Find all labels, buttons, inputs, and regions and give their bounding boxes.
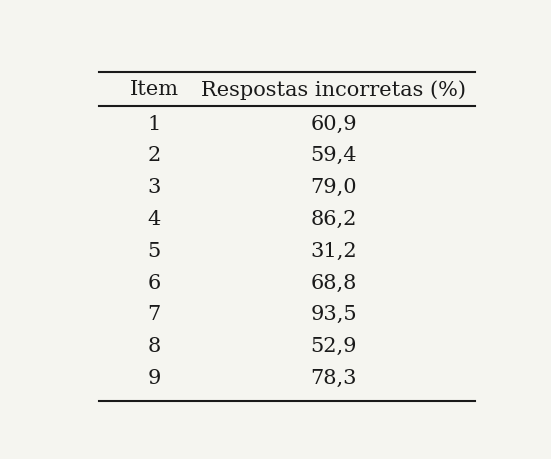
Text: 7: 7 xyxy=(148,305,161,324)
Text: 78,3: 78,3 xyxy=(310,368,357,387)
Text: 59,4: 59,4 xyxy=(310,146,357,165)
Text: 8: 8 xyxy=(148,336,161,355)
Text: 1: 1 xyxy=(148,114,161,133)
Text: Respostas incorretas (%): Respostas incorretas (%) xyxy=(201,80,466,99)
Text: 86,2: 86,2 xyxy=(310,209,357,229)
Text: 68,8: 68,8 xyxy=(310,273,357,292)
Text: 93,5: 93,5 xyxy=(310,305,357,324)
Text: 31,2: 31,2 xyxy=(310,241,357,260)
Text: 6: 6 xyxy=(148,273,161,292)
Text: 2: 2 xyxy=(148,146,161,165)
Text: 9: 9 xyxy=(148,368,161,387)
Text: 79,0: 79,0 xyxy=(310,178,357,197)
Text: Item: Item xyxy=(129,80,179,99)
Text: 5: 5 xyxy=(148,241,161,260)
Text: 60,9: 60,9 xyxy=(310,114,357,133)
Text: 52,9: 52,9 xyxy=(310,336,357,355)
Text: 4: 4 xyxy=(148,209,161,229)
Text: 3: 3 xyxy=(148,178,161,197)
